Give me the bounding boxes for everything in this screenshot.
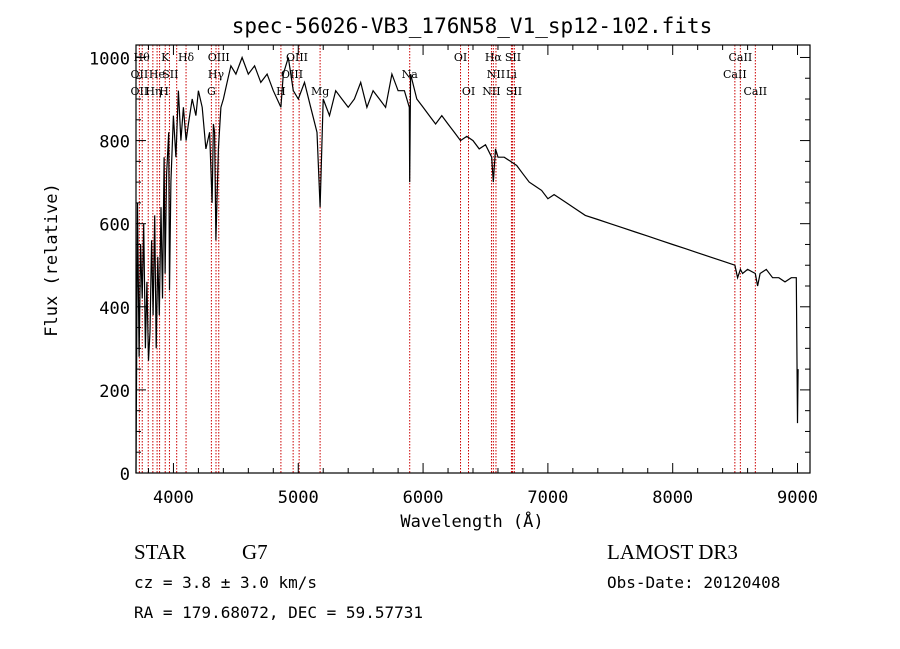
line-label: Hα	[485, 51, 503, 64]
y-tick-label: 0	[120, 465, 130, 485]
line-label: G	[207, 85, 216, 98]
redshift-cz: cz = 3.8 ± 3.0 km/s	[134, 573, 318, 592]
line-label: H	[276, 85, 286, 98]
y-tick-label: 800	[99, 133, 130, 153]
line-label: OI	[454, 51, 467, 64]
x-tick-label: 8000	[652, 488, 693, 508]
line-label: K	[161, 51, 170, 64]
x-tick-label: 5000	[278, 488, 319, 508]
plot-frame	[135, 44, 811, 474]
line-label: H	[159, 85, 169, 98]
object-class: STAR	[134, 540, 186, 564]
line-label: NII	[482, 85, 500, 98]
line-label: CaII	[743, 85, 767, 98]
line-label: OIII	[208, 51, 230, 64]
line-label: OII	[131, 85, 149, 98]
x-tick-label: 7000	[527, 488, 568, 508]
line-label: OI	[462, 85, 475, 98]
object-subclass: G7	[242, 540, 268, 564]
line-label: Hθ	[134, 51, 151, 64]
y-axis-label: Flux (relative)	[42, 183, 62, 337]
chart-title: spec-56026-VB3_176N58_V1_sp12-102.fits	[232, 14, 712, 38]
line-label: OIII	[281, 68, 303, 81]
line-label: He	[149, 68, 165, 81]
line-label: Li	[506, 68, 517, 81]
axis-ticks: 4000 5000 6000 7000 8000 9000 0 200 400 600 800 100…	[89, 45, 818, 508]
emission-line-markers	[138, 45, 756, 473]
observation-date: Obs-Date: 20120408	[607, 573, 781, 592]
y-tick-label: 600	[99, 216, 130, 236]
line-label: Mg	[311, 85, 329, 98]
line-label: Hη	[145, 85, 161, 98]
line-label: SII	[162, 68, 178, 81]
y-tick-label: 200	[99, 382, 130, 402]
spectrum-series-line	[135, 55, 799, 474]
line-label: CaII	[723, 68, 747, 81]
x-tick-label: 4000	[153, 488, 194, 508]
line-label: Na	[402, 68, 419, 81]
line-label: SII	[505, 51, 521, 64]
sky-coordinates: RA = 179.68072, DEC = 59.57731	[134, 603, 423, 622]
x-tick-label: 6000	[403, 488, 444, 508]
line-label: NII	[487, 68, 505, 81]
y-tick-label: 1000	[89, 49, 130, 69]
line-label: Hδ	[178, 51, 195, 64]
x-tick-label: 9000	[777, 488, 818, 508]
survey-name: LAMOST DR3	[607, 540, 738, 564]
line-label: OIII	[286, 51, 308, 64]
line-label: OII	[131, 68, 149, 81]
line-label: SII	[506, 85, 522, 98]
y-tick-label: 400	[99, 299, 130, 319]
line-label: Hγ	[208, 68, 225, 81]
x-axis-label: Wavelength (Å)	[400, 510, 543, 532]
line-label: CaII	[729, 51, 753, 64]
